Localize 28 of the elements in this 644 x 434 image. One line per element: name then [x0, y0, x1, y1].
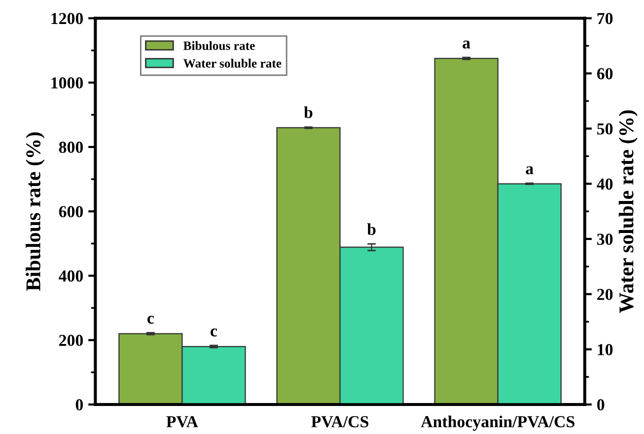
y-tick-label: 600: [59, 206, 83, 218]
y2-tick-label: 0: [597, 399, 604, 410]
y2-tick-label: 70: [598, 12, 613, 24]
y2-tick-label: 30: [597, 234, 613, 245]
data-label: a: [526, 166, 534, 174]
y2-tick-label: 50: [597, 123, 613, 135]
y-tick-label: 0: [76, 399, 83, 410]
data-label: b: [367, 223, 376, 235]
y-tick-label: 1000: [52, 77, 83, 89]
y-axis-title: Bibulous rate (%): [26, 132, 45, 291]
x-tick-label: PVA: [166, 416, 198, 428]
y2-tick-label: 40: [596, 178, 613, 190]
y-tick-label: 400: [58, 270, 83, 282]
data-label: b: [304, 106, 312, 118]
x-tick-label: PVA/CS: [311, 416, 368, 428]
data-label: c: [210, 328, 218, 336]
x-tick-label: Anthocyanin/PVA/CS: [420, 416, 574, 431]
data-label: a: [462, 40, 470, 49]
y2-tick-label: 10: [598, 344, 613, 356]
y-tick-label: 800: [59, 142, 83, 153]
y-tick-label: 200: [59, 334, 83, 346]
y2-tick-label: 60: [597, 68, 613, 80]
data-label: c: [147, 316, 154, 324]
y-tick-label: 1200: [52, 12, 83, 24]
legend-label: Bibulous rate: [183, 41, 255, 50]
legend-label: Water soluble rate: [183, 58, 282, 68]
y2-axis-title: Water soluble rate (%): [618, 110, 638, 313]
y2-tick-label: 20: [597, 288, 613, 300]
